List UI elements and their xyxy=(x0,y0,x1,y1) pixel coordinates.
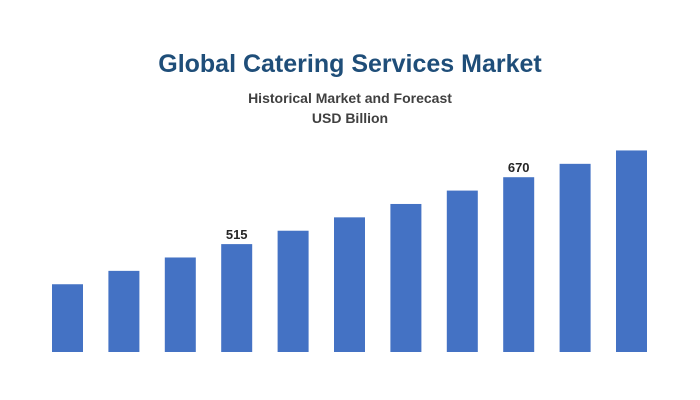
bar-5 xyxy=(277,230,309,352)
bar-3 xyxy=(164,257,196,352)
bar-4 xyxy=(221,244,253,352)
data-label-9: 670 xyxy=(508,160,530,175)
bar-11 xyxy=(616,150,647,352)
chart-subtitle: Historical Market and Forecast xyxy=(248,90,452,106)
bar-7 xyxy=(390,203,422,352)
bar-2 xyxy=(108,270,140,352)
chart-title: Global Catering Services Market xyxy=(158,50,542,78)
chart-unit-label: USD Billion xyxy=(311,110,389,126)
bar-1 xyxy=(52,284,83,352)
data-label-4: 515 xyxy=(226,227,248,242)
bar-9 xyxy=(503,177,535,352)
bar-10 xyxy=(559,163,591,352)
bar-8 xyxy=(446,190,478,352)
bar-6 xyxy=(334,217,365,352)
